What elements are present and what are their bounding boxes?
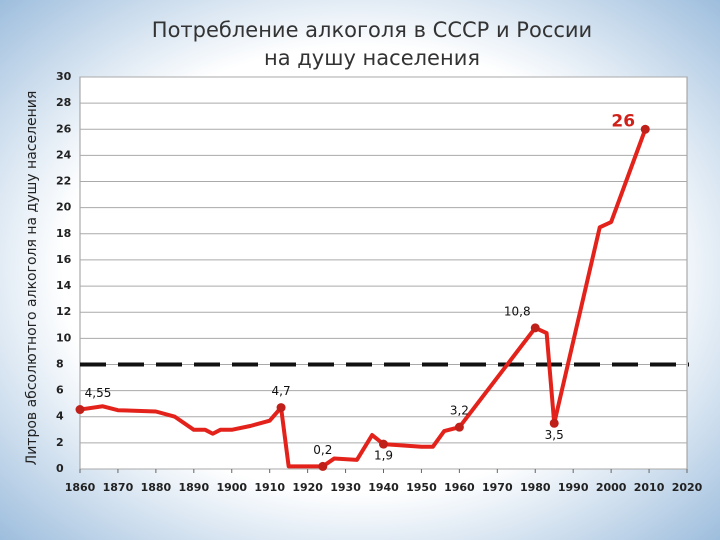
y-tick-label: 20 [56, 201, 72, 214]
y-tick-label: 0 [56, 462, 64, 475]
data-label: 4,55 [85, 386, 112, 400]
y-tick-label: 10 [56, 331, 72, 344]
x-tick-label: 1940 [368, 481, 399, 494]
x-tick-label: 1990 [558, 481, 589, 494]
x-tick-label: 1870 [103, 481, 134, 494]
x-tick-label: 2010 [634, 481, 665, 494]
y-tick-label: 26 [56, 122, 72, 135]
data-label: 3,5 [545, 428, 564, 442]
data-point [640, 124, 650, 134]
x-tick-label: 1880 [141, 481, 172, 494]
y-tick-label: 2 [56, 436, 64, 449]
y-tick-label: 18 [56, 227, 71, 240]
x-tick-label: 2020 [672, 481, 703, 494]
y-tick-label: 30 [56, 70, 72, 83]
y-tick-label: 28 [56, 96, 71, 109]
x-tick-label: 2000 [596, 481, 627, 494]
chart-title: Потребление алкоголя в СССР и России [152, 18, 592, 42]
y-tick-label: 12 [56, 305, 71, 318]
data-point [530, 323, 540, 333]
y-axis-label: Литров абсолютного алкоголя на душу насе… [24, 91, 40, 466]
data-point [454, 422, 464, 432]
data-point [276, 403, 286, 413]
y-tick-label: 14 [56, 279, 72, 292]
x-tick-label: 1920 [292, 481, 323, 494]
x-tick-label: 1860 [65, 481, 96, 494]
y-tick-label: 6 [56, 384, 64, 397]
y-tick-label: 22 [56, 175, 71, 188]
x-tick-label: 1950 [406, 481, 437, 494]
plot-area [79, 76, 688, 470]
data-point [75, 405, 85, 415]
highlight-label: 26 [611, 111, 635, 131]
data-point [318, 461, 328, 471]
y-tick-label: 16 [56, 253, 72, 266]
x-tick-label: 1970 [482, 481, 513, 494]
data-label: 1,9 [374, 449, 393, 463]
x-tick-label: 1900 [216, 481, 247, 494]
y-tick-label: 24 [56, 148, 72, 161]
y-tick-label: 4 [56, 410, 64, 423]
y-tick-label: 8 [56, 357, 64, 370]
data-point [549, 418, 559, 428]
data-label: 10,8 [504, 304, 531, 318]
data-point [379, 439, 388, 449]
x-tick-label: 1890 [179, 481, 210, 494]
data-label: 3,2 [450, 404, 469, 418]
data-label: 0,2 [313, 443, 332, 457]
x-tick-label: 1960 [444, 481, 475, 494]
x-tick-label: 1910 [254, 481, 285, 494]
x-tick-label: 1980 [520, 481, 551, 494]
data-label: 4,7 [272, 384, 291, 398]
chart-title: на душу населения [264, 46, 480, 70]
x-tick-label: 1930 [330, 481, 361, 494]
